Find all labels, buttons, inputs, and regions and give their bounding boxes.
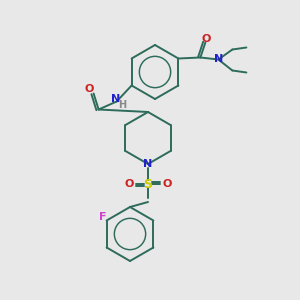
Text: O: O xyxy=(162,179,172,189)
Text: H: H xyxy=(118,100,127,110)
Text: N: N xyxy=(214,53,223,64)
Text: O: O xyxy=(202,34,211,44)
Text: N: N xyxy=(111,94,120,104)
Text: S: S xyxy=(143,178,152,190)
Text: O: O xyxy=(85,85,94,94)
Text: O: O xyxy=(124,179,134,189)
Text: N: N xyxy=(143,159,153,169)
Text: F: F xyxy=(99,212,106,223)
